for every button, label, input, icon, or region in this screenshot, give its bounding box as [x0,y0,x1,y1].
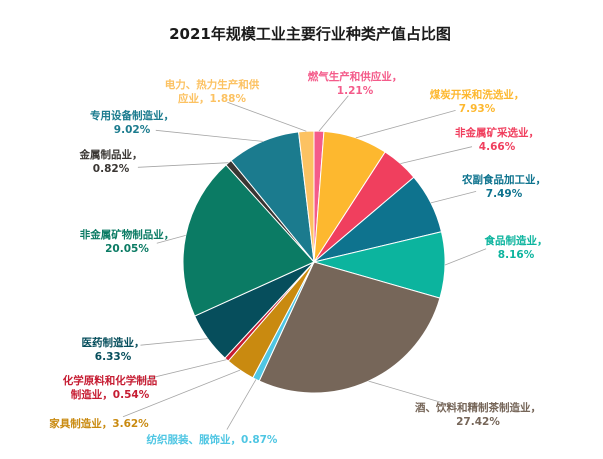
slice-label-line: 1.21% [337,85,374,97]
slice-label-line: 电力、热力生产和供 [165,78,260,91]
slice-label-line: 9.02% [114,124,151,136]
slice-label-line: 专用设备制造业， [90,109,174,122]
slice-label-line: 非金属矿物制品业， [80,228,175,241]
slice-label-line: 医药制造业， [82,336,145,349]
leader-line [122,369,241,418]
slice-label-line: 非金属矿采选业， [455,126,539,139]
slice-label: 纺织服装、服饰业，0.87% [147,433,278,446]
slice-label: 专用设备制造业， 9.02% [90,109,174,136]
leader-line [355,110,456,139]
slice-label-line: 20.05% [105,243,149,255]
slice-label: 煤炭开采和洗选业， 7.93% [430,88,525,115]
slice-label-line: 酒、饮料和精制茶制造业， [415,401,541,414]
leader-lines [122,95,487,430]
leader-line [318,95,349,132]
slice-label: 电力、热力生产和供应业，1.88% [165,78,260,105]
slice-label-line: 7.93% [459,103,496,115]
slice-label: 非金属矿采选业， 4.66% [455,126,539,153]
slice-label-line: 家具制造业，3.62% [49,417,149,430]
slice-label: 金属制品业， 0.82% [79,148,143,175]
slice-label: 燃气生产和供应业， 1.21% [308,70,403,97]
leader-line [155,129,263,142]
slice-label: 医药制造业， 6.33% [82,336,145,363]
leader-line [137,162,229,168]
slice-label: 家具制造业，3.62% [49,417,149,430]
pie-slices [182,130,446,394]
slice-label-line: 制造业，0.54% [71,388,150,401]
slice-labels: 燃气生产和供应业， 1.21% 煤炭开采和洗选业， 7.93% 非金属矿采选业， 4.66… [49,70,547,446]
pie-slice [258,261,441,394]
slice-label-line: 燃气生产和供应业， [308,70,403,83]
leader-line [430,191,477,204]
slice-label-line: 0.82% [93,163,130,175]
chart-title: 2021年规模工业主要行业种类产值占比图 [169,25,451,43]
slice-label-line: 4.66% [479,141,516,153]
leader-line [400,146,473,164]
pie-slice [182,164,315,317]
slice-label-line: 27.42% [456,416,500,428]
slice-label-line: 煤炭开采和洗选业， [430,88,525,101]
leader-line [140,338,208,346]
leader-line [227,101,307,132]
slice-label-line: 7.49% [486,188,523,200]
slice-label: 非金属矿物制品业， 20.05% [80,228,175,255]
slice-label-line: 6.33% [95,351,132,363]
leader-line [226,379,257,430]
leader-line [444,248,487,266]
slice-label-line: 食品制造业， [484,234,548,247]
leader-line [156,235,186,244]
slice-label-line: 8.16% [498,249,535,261]
leader-line [135,359,227,383]
slice-label-line: 应业，1.88% [178,92,246,105]
slice-label-line: 化学原料和化学制品 [63,374,158,387]
slice-label-line: 纺织服装、服饰业，0.87% [147,433,278,446]
slice-label: 化学原料和化学制品制造业，0.54% [63,374,158,401]
slice-label: 农副食品加工业， 7.49% [461,173,546,200]
slice-label-line: 金属制品业， [79,148,143,161]
leader-line [368,380,457,408]
slice-label: 食品制造业， 8.16% [484,234,548,261]
slice-label: 酒、饮料和精制茶制造业， 27.42% [415,401,541,428]
slice-label-line: 农副食品加工业， [461,173,546,186]
